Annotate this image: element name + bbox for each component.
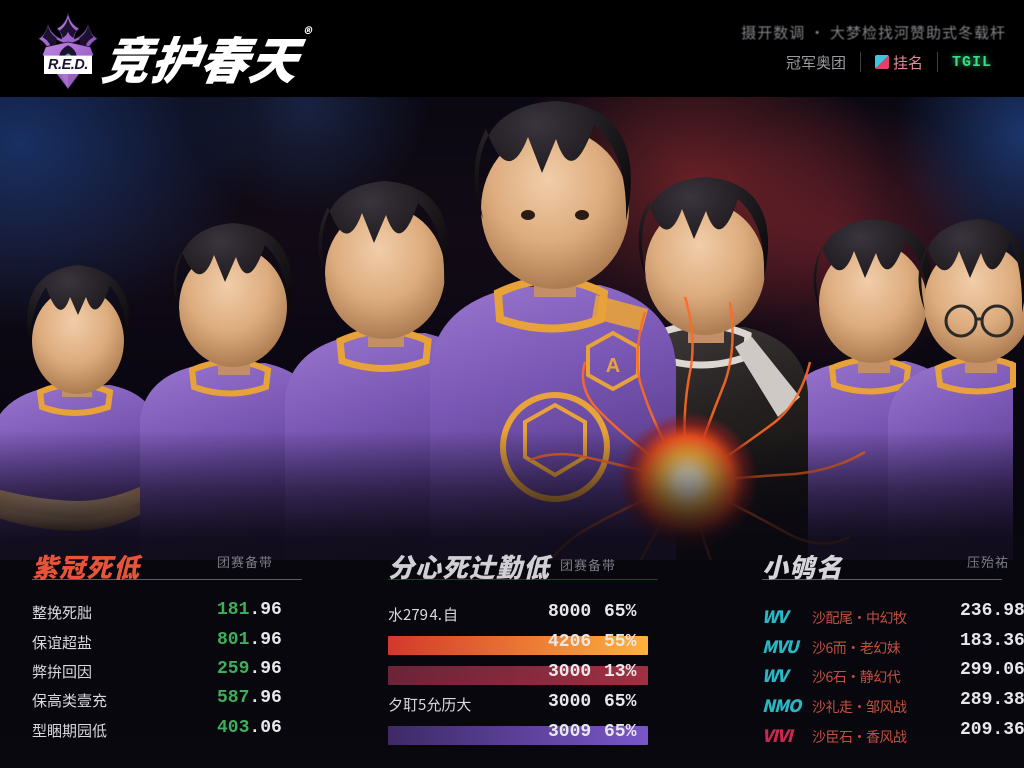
svg-text:R.E.D.: R.E.D. — [48, 57, 88, 73]
svg-text:A: A — [606, 355, 620, 377]
